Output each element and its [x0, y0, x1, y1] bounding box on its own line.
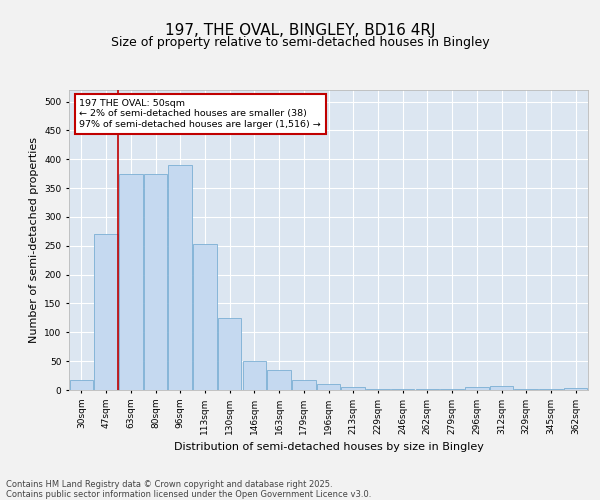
Bar	[465, 386, 488, 390]
Bar	[94, 234, 118, 390]
Bar	[416, 389, 439, 390]
Bar	[341, 387, 365, 390]
Bar	[366, 389, 389, 390]
Bar	[391, 389, 415, 390]
Bar	[242, 361, 266, 390]
Bar	[70, 380, 93, 390]
Text: Contains HM Land Registry data © Crown copyright and database right 2025.
Contai: Contains HM Land Registry data © Crown c…	[6, 480, 371, 500]
Bar	[119, 174, 143, 390]
Bar	[169, 165, 192, 390]
Text: 197 THE OVAL: 50sqm
← 2% of semi-detached houses are smaller (38)
97% of semi-de: 197 THE OVAL: 50sqm ← 2% of semi-detache…	[79, 99, 321, 129]
Bar	[144, 174, 167, 390]
Bar	[268, 370, 291, 390]
Text: Size of property relative to semi-detached houses in Bingley: Size of property relative to semi-detach…	[110, 36, 490, 49]
Text: 197, THE OVAL, BINGLEY, BD16 4RJ: 197, THE OVAL, BINGLEY, BD16 4RJ	[165, 22, 435, 38]
Bar	[292, 380, 316, 390]
Bar	[440, 389, 464, 390]
Bar	[490, 386, 513, 390]
Bar	[514, 389, 538, 390]
Bar	[564, 388, 587, 390]
Bar	[193, 244, 217, 390]
Bar	[218, 318, 241, 390]
X-axis label: Distribution of semi-detached houses by size in Bingley: Distribution of semi-detached houses by …	[173, 442, 484, 452]
Y-axis label: Number of semi-detached properties: Number of semi-detached properties	[29, 137, 38, 343]
Bar	[317, 384, 340, 390]
Bar	[539, 389, 563, 390]
